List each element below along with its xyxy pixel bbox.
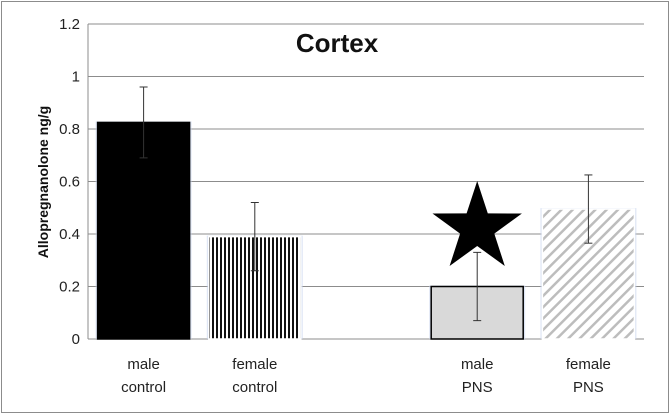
x-category-labels: male control female control male PNS female PNS [121,356,611,396]
y-tick-labels: 0 0.2 0.4 0.6 0.8 1 1.2 [59,16,80,348]
y-tick-label: 1 [72,69,80,86]
x-category-label: female [566,356,611,373]
bar [541,208,636,340]
y-tick-label: 0.2 [59,279,80,296]
y-tick-label: 0 [72,331,80,348]
x-category-label: control [232,379,277,396]
x-category-label: control [121,379,166,396]
y-tick-label: 0.4 [59,226,80,243]
annotations [432,181,522,266]
chart-title: Cortex [296,28,379,58]
y-axis-label: Allopregnanolone ng/g [35,106,51,258]
x-category-label: male [127,356,160,373]
x-category-label: PNS [573,379,604,396]
x-category-label: female [232,356,277,373]
y-tick-label: 0.6 [59,174,80,191]
error-bars [139,86,593,322]
x-category-label: PNS [462,379,493,396]
bar [96,121,191,340]
y-tick-label: 0.8 [59,121,80,138]
y-tick-label: 1.2 [59,16,80,33]
x-category-label: male [461,356,494,373]
bars [95,121,637,340]
star-icon [432,181,522,266]
